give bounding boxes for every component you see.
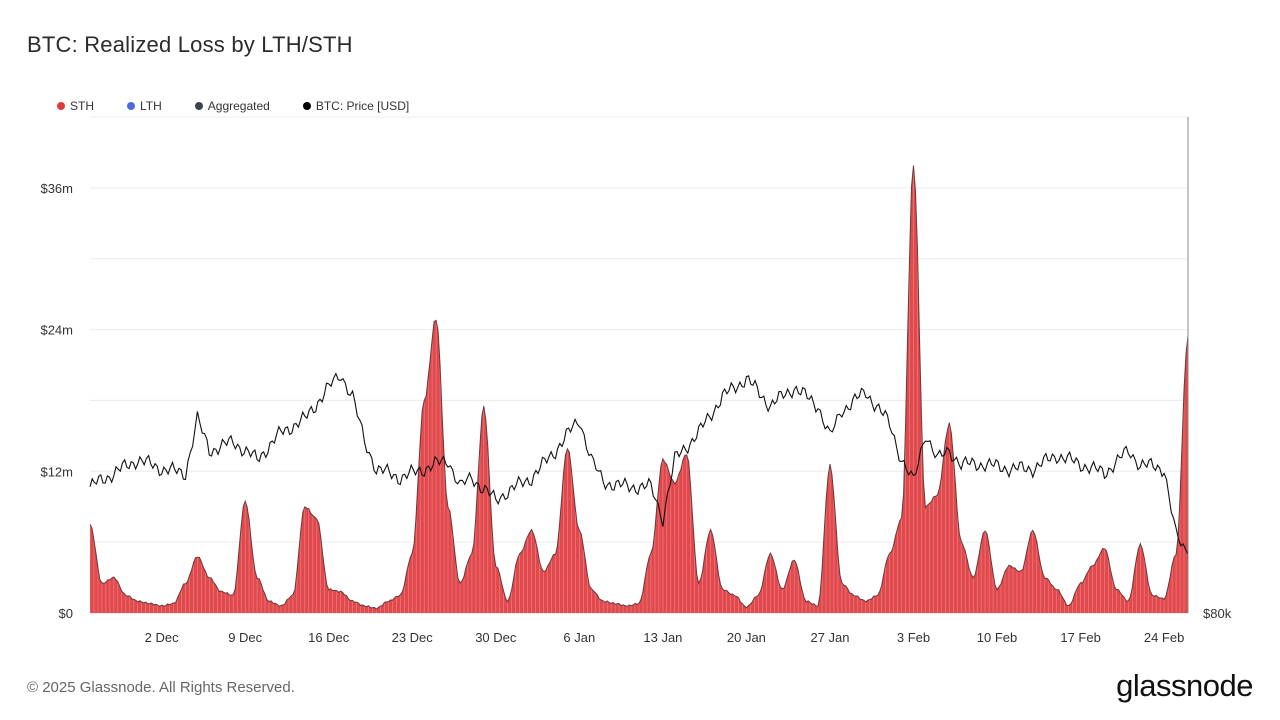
y-axis-ticks: $0 $12m $24m $36m <box>40 181 73 621</box>
legend-item-price[interactable]: BTC: Price [USD] <box>302 99 410 113</box>
x-tick-label: 23 Dec <box>392 630 434 645</box>
x-axis-ticks: 2 Dec 9 Dec 16 Dec 23 Dec 30 Dec 6 Jan 13 Jan 2… <box>145 630 1185 645</box>
y2-axis-ticks: $80k <box>1203 606 1232 621</box>
x-tick-label: 27 Jan <box>810 630 849 645</box>
legend: STH LTH Aggregated BTC: Price [USD] <box>57 99 442 113</box>
x-tick-label: 13 Jan <box>643 630 682 645</box>
glassnode-logo: glassnode <box>1116 668 1253 703</box>
x-tick-label: 24 Feb <box>1144 630 1184 645</box>
legend-dot-sth <box>57 102 65 110</box>
y-tick-label: $24m <box>40 323 73 338</box>
legend-dot-aggregated <box>194 102 203 110</box>
copyright-footer: © 2025 Glassnode. All Rights Reserved. <box>27 679 295 696</box>
sth-outline-series <box>89 165 1189 610</box>
legend-label-aggregated: Aggregated <box>207 99 270 113</box>
x-tick-label: 6 Jan <box>563 630 595 645</box>
x-tick-label: 16 Dec <box>308 630 350 645</box>
sth-area-series <box>90 165 1188 613</box>
sth-area-stripes <box>89 165 1189 613</box>
chart-title: BTC: Realized Loss by LTH/STH <box>27 32 353 57</box>
x-tick-label: 30 Dec <box>475 630 517 645</box>
y2-tick-label: $80k <box>1203 606 1232 621</box>
y-tick-label: $36m <box>40 181 73 196</box>
x-tick-label: 9 Dec <box>228 630 262 645</box>
legend-item-aggregated[interactable]: Aggregated <box>194 99 270 113</box>
x-tick-label: 10 Feb <box>977 630 1017 645</box>
btc-price-line <box>89 372 1189 555</box>
legend-dot-price <box>302 102 311 110</box>
legend-dot-lth <box>127 102 135 110</box>
legend-item-sth[interactable]: STH <box>57 99 94 113</box>
y-tick-label: $12m <box>40 464 73 479</box>
legend-label-sth: STH <box>70 99 94 113</box>
y-tick-label: $0 <box>59 606 73 621</box>
legend-label-lth: LTH <box>140 99 162 113</box>
grid-lines <box>90 116 1188 614</box>
legend-item-lth[interactable]: LTH <box>127 99 162 113</box>
x-tick-label: 2 Dec <box>145 630 179 645</box>
legend-label-price: BTC: Price [USD] <box>315 99 410 113</box>
x-tick-label: 3 Feb <box>897 630 930 645</box>
x-tick-label: 17 Feb <box>1060 630 1100 645</box>
x-tick-label: 20 Jan <box>727 630 766 645</box>
